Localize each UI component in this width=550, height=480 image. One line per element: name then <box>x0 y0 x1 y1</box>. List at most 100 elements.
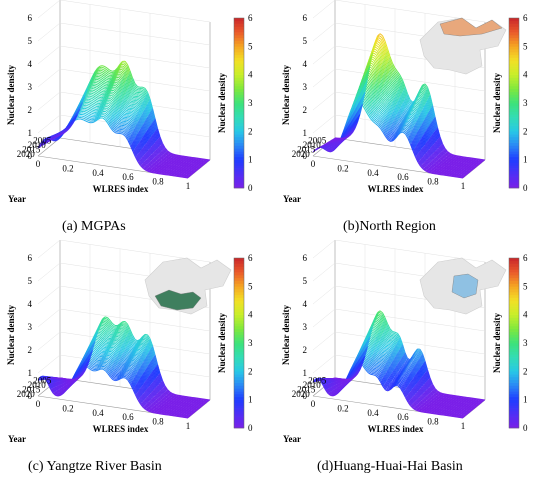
surface-segment <box>87 115 91 119</box>
surface-segment <box>415 146 419 154</box>
surface-segment <box>102 92 106 94</box>
surface-segment <box>442 150 446 155</box>
surface-segment <box>421 148 425 156</box>
surface-segment <box>447 161 451 163</box>
surface-segment <box>420 165 425 169</box>
surface-segment <box>419 159 423 165</box>
surface-segment <box>126 133 130 139</box>
surface-segment <box>164 153 168 156</box>
surface-segment <box>381 124 386 129</box>
surface-segment <box>143 155 147 161</box>
surface-segment <box>148 406 152 409</box>
surface-segment <box>430 169 434 172</box>
surface-segment <box>425 165 429 169</box>
surface-segment <box>403 100 407 107</box>
surface-segment <box>322 147 326 151</box>
surface-segment <box>53 392 57 396</box>
surface-segment <box>95 118 99 122</box>
surface-segment <box>171 157 174 159</box>
surface-segment <box>135 135 140 144</box>
surface-segment <box>111 365 115 371</box>
surface-segment <box>388 72 392 78</box>
surface-segment <box>160 160 164 163</box>
surface-segment <box>108 85 112 90</box>
surface-segment <box>84 97 88 100</box>
surface-segment <box>424 144 428 152</box>
surface-segment <box>423 162 427 167</box>
surface-segment <box>110 368 114 373</box>
surface-segment <box>384 55 388 64</box>
surface-segment <box>433 132 437 142</box>
surface-segment <box>130 91 135 95</box>
surface-segment <box>145 132 149 141</box>
surface-segment <box>100 111 104 114</box>
surface-segment <box>430 161 434 165</box>
surface-segment <box>143 166 148 170</box>
surface-segment <box>407 120 411 124</box>
surface-segment <box>415 112 419 119</box>
surface-segment <box>383 121 387 127</box>
surface-segment <box>141 147 146 155</box>
surface-segment <box>444 153 448 157</box>
surface-segment <box>97 65 101 69</box>
surface-segment <box>118 107 123 113</box>
surface-segment <box>409 124 413 130</box>
surface-segment <box>384 109 388 114</box>
surface-segment <box>357 113 361 123</box>
surface-segment <box>112 72 116 76</box>
surface-segment <box>104 75 108 79</box>
surface-segment <box>152 153 156 158</box>
surface-segment <box>414 124 418 133</box>
surface-segment <box>374 35 378 43</box>
surface-segment <box>115 72 119 76</box>
surface-segment <box>147 407 151 410</box>
surface-segment <box>82 95 86 103</box>
surface-segment <box>93 119 97 122</box>
surface-segment <box>160 151 164 156</box>
surface-segment <box>368 87 373 93</box>
surface-segment <box>150 155 154 160</box>
surface-segment <box>128 95 133 99</box>
surface-segment <box>104 364 108 368</box>
surface-segment <box>420 150 424 157</box>
surface-segment <box>423 154 428 161</box>
colorbar-segment <box>234 185 244 189</box>
surface-segment <box>449 153 453 156</box>
surface-segment <box>442 155 446 159</box>
colorbar-segment <box>234 134 244 138</box>
surface-segment <box>395 84 399 90</box>
surface-segment <box>94 67 98 72</box>
colorbar-segment <box>509 46 519 50</box>
surface-segment <box>396 123 400 127</box>
surface-segment <box>113 120 117 125</box>
surface-segment <box>138 142 142 150</box>
highlight-region-shape <box>439 17 503 37</box>
surface-segment <box>91 112 95 115</box>
surface-segment <box>108 370 113 376</box>
surface-segment <box>134 127 138 135</box>
surface-segment <box>88 86 92 90</box>
surface-segment <box>115 374 119 377</box>
surface-segment <box>108 110 113 115</box>
surface-segment <box>156 140 160 147</box>
surface-segment <box>438 147 442 153</box>
surface-segment <box>403 110 407 114</box>
surface-segment <box>423 119 428 130</box>
surface-segment <box>377 117 381 121</box>
surface-segment <box>152 409 156 412</box>
surface-segment <box>443 148 448 153</box>
surface-segment <box>393 69 398 74</box>
surface-segment <box>79 102 83 109</box>
z-tick-label: 1 <box>303 128 308 138</box>
surface-segment <box>130 384 134 390</box>
surface-segment <box>373 74 377 81</box>
surface-segment <box>126 90 130 96</box>
surface-segment <box>128 84 133 91</box>
surface-segment <box>92 77 96 81</box>
surface-segment <box>325 148 329 152</box>
surface-segment <box>393 89 397 95</box>
surface-segment <box>157 154 161 158</box>
surface-segment <box>420 91 425 96</box>
surface-segment <box>128 370 133 374</box>
surface-segment <box>137 97 141 100</box>
